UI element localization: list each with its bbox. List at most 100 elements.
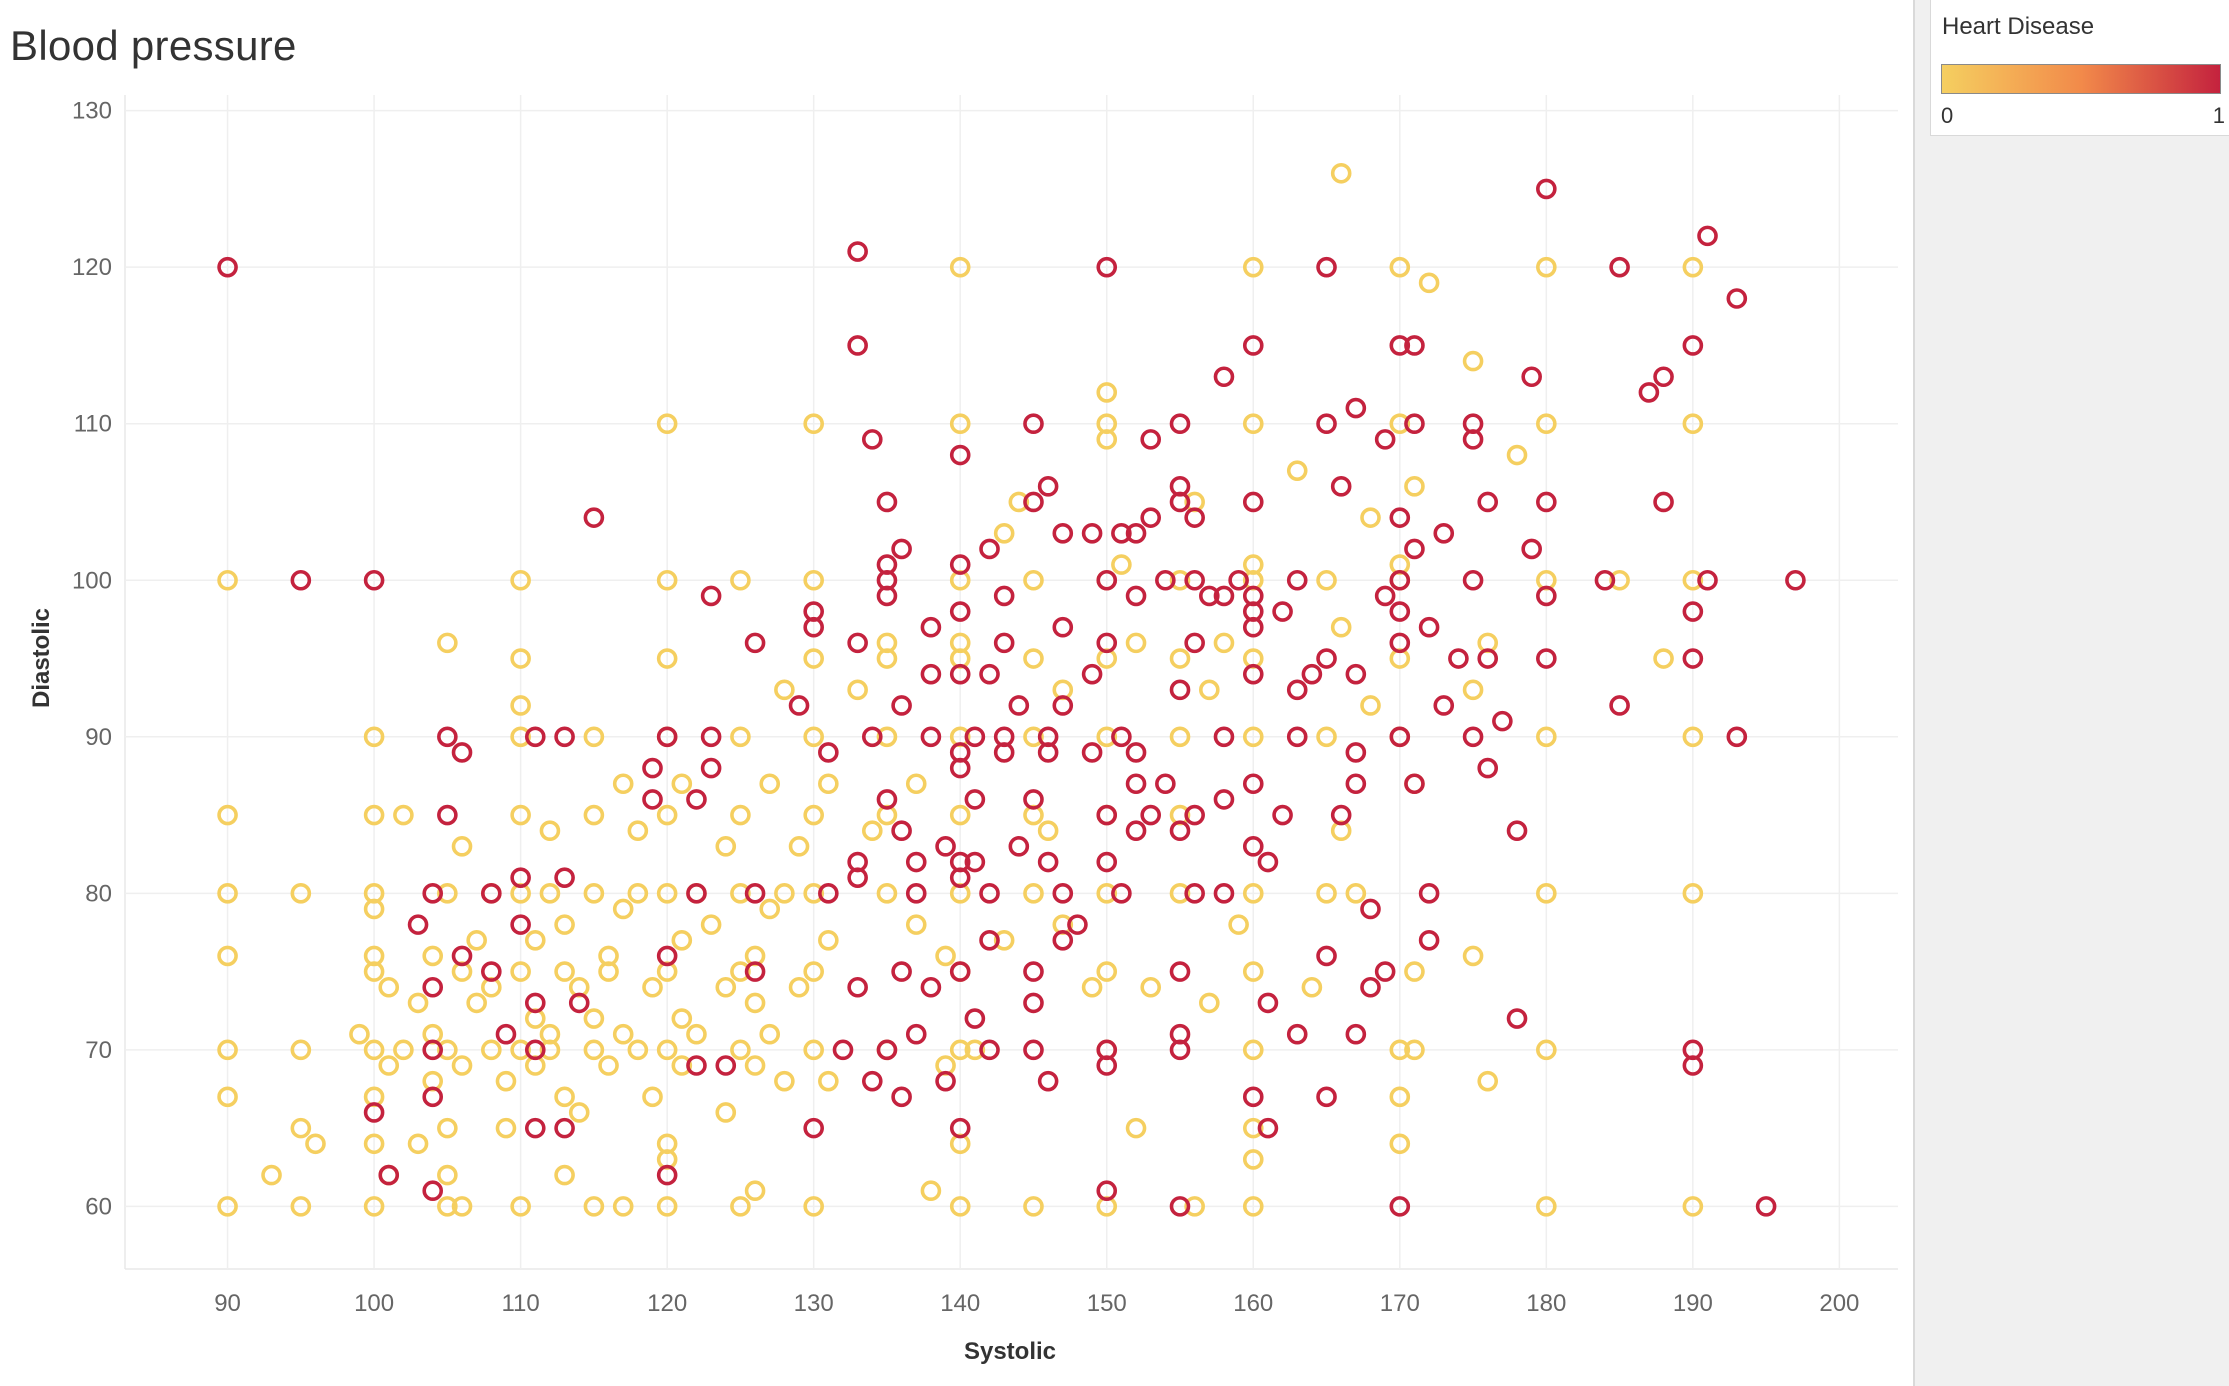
data-point[interactable]	[1184, 883, 1205, 904]
data-point[interactable]	[979, 929, 1000, 951]
data-point[interactable]	[1037, 742, 1059, 763]
data-point[interactable]	[1272, 601, 1293, 622]
data-point[interactable]	[1125, 632, 1147, 654]
data-point[interactable]	[1682, 256, 1704, 278]
data-point[interactable]	[554, 961, 575, 982]
data-point[interactable]	[1111, 726, 1132, 748]
data-point[interactable]	[1213, 632, 1235, 654]
data-point[interactable]	[290, 883, 312, 904]
data-point[interactable]	[554, 1117, 575, 1139]
data-point[interactable]	[363, 726, 385, 748]
data-point[interactable]	[1521, 538, 1542, 560]
data-point[interactable]	[1389, 1086, 1411, 1108]
data-point[interactable]	[730, 883, 751, 904]
data-point[interactable]	[861, 429, 883, 450]
data-point[interactable]	[1418, 272, 1440, 294]
data-point[interactable]	[612, 898, 634, 920]
data-point[interactable]	[363, 961, 385, 982]
data-point[interactable]	[1536, 178, 1557, 200]
data-point[interactable]	[1609, 256, 1630, 278]
data-point[interactable]	[1286, 460, 1308, 481]
data-point[interactable]	[876, 1039, 898, 1061]
data-point[interactable]	[510, 867, 531, 888]
data-point[interactable]	[964, 789, 986, 810]
data-point[interactable]	[1242, 1149, 1264, 1170]
data-point[interactable]	[1096, 1180, 1118, 1202]
data-point[interactable]	[803, 1039, 824, 1061]
data-point[interactable]	[1081, 663, 1103, 685]
data-point[interactable]	[290, 1117, 312, 1139]
data-point[interactable]	[1052, 883, 1074, 904]
data-point[interactable]	[1184, 569, 1205, 591]
data-point[interactable]	[437, 1196, 458, 1217]
data-point[interactable]	[1213, 883, 1235, 904]
data-point[interactable]	[612, 1196, 634, 1217]
data-point[interactable]	[1169, 820, 1191, 842]
data-point[interactable]	[861, 1070, 883, 1092]
data-point[interactable]	[949, 601, 971, 622]
data-point[interactable]	[803, 804, 824, 826]
data-point[interactable]	[217, 569, 238, 591]
data-point[interactable]	[1404, 773, 1425, 795]
data-point[interactable]	[1213, 726, 1235, 748]
data-point[interactable]	[1389, 726, 1411, 748]
data-point[interactable]	[905, 1023, 927, 1045]
data-point[interactable]	[1785, 569, 1806, 591]
data-point[interactable]	[656, 569, 678, 591]
data-point[interactable]	[495, 1023, 517, 1045]
data-point[interactable]	[1199, 585, 1220, 607]
data-point[interactable]	[217, 883, 238, 904]
data-point[interactable]	[803, 648, 824, 669]
data-point[interactable]	[1242, 663, 1264, 685]
data-point[interactable]	[466, 992, 487, 1014]
data-point[interactable]	[583, 1196, 605, 1217]
data-point[interactable]	[891, 961, 912, 982]
data-point[interactable]	[1330, 804, 1352, 826]
data-point[interactable]	[993, 522, 1015, 544]
data-point[interactable]	[964, 1008, 986, 1029]
data-point[interactable]	[481, 961, 502, 982]
data-point[interactable]	[788, 976, 810, 998]
data-point[interactable]	[1389, 335, 1411, 356]
data-point[interactable]	[1638, 382, 1660, 403]
data-point[interactable]	[905, 773, 927, 795]
data-point[interactable]	[774, 679, 795, 701]
data-point[interactable]	[1023, 992, 1044, 1014]
data-point[interactable]	[1125, 585, 1147, 607]
data-point[interactable]	[627, 820, 649, 842]
data-point[interactable]	[1345, 397, 1367, 419]
data-point[interactable]	[554, 726, 575, 748]
data-point[interactable]	[481, 1039, 502, 1061]
data-point[interactable]	[1682, 335, 1704, 356]
data-point[interactable]	[847, 976, 868, 998]
data-point[interactable]	[1023, 1196, 1044, 1217]
data-point[interactable]	[803, 1196, 824, 1217]
data-point[interactable]	[656, 726, 678, 748]
data-point[interactable]	[1169, 1196, 1191, 1217]
data-point[interactable]	[437, 1117, 458, 1139]
data-point[interactable]	[437, 804, 458, 826]
data-point[interactable]	[861, 726, 883, 748]
data-point[interactable]	[700, 757, 722, 779]
data-point[interactable]	[861, 820, 883, 842]
data-point[interactable]	[1374, 429, 1396, 450]
data-point[interactable]	[744, 1180, 766, 1202]
data-point[interactable]	[1125, 522, 1147, 544]
data-point[interactable]	[305, 1133, 326, 1155]
data-point[interactable]	[1286, 679, 1308, 701]
data-point[interactable]	[1682, 1055, 1704, 1076]
data-point[interactable]	[1184, 804, 1205, 826]
data-point[interactable]	[803, 569, 824, 591]
data-point[interactable]	[803, 726, 824, 748]
data-point[interactable]	[730, 1196, 751, 1217]
data-point[interactable]	[1111, 554, 1132, 575]
data-point[interactable]	[891, 695, 912, 716]
data-point[interactable]	[1184, 1196, 1205, 1217]
data-point[interactable]	[1301, 663, 1323, 685]
data-point[interactable]	[891, 1086, 912, 1108]
data-point[interactable]	[451, 1196, 473, 1217]
data-point[interactable]	[1242, 491, 1264, 513]
data-point[interactable]	[1404, 335, 1425, 356]
data-point[interactable]	[554, 1086, 575, 1108]
data-point[interactable]	[1199, 679, 1220, 701]
